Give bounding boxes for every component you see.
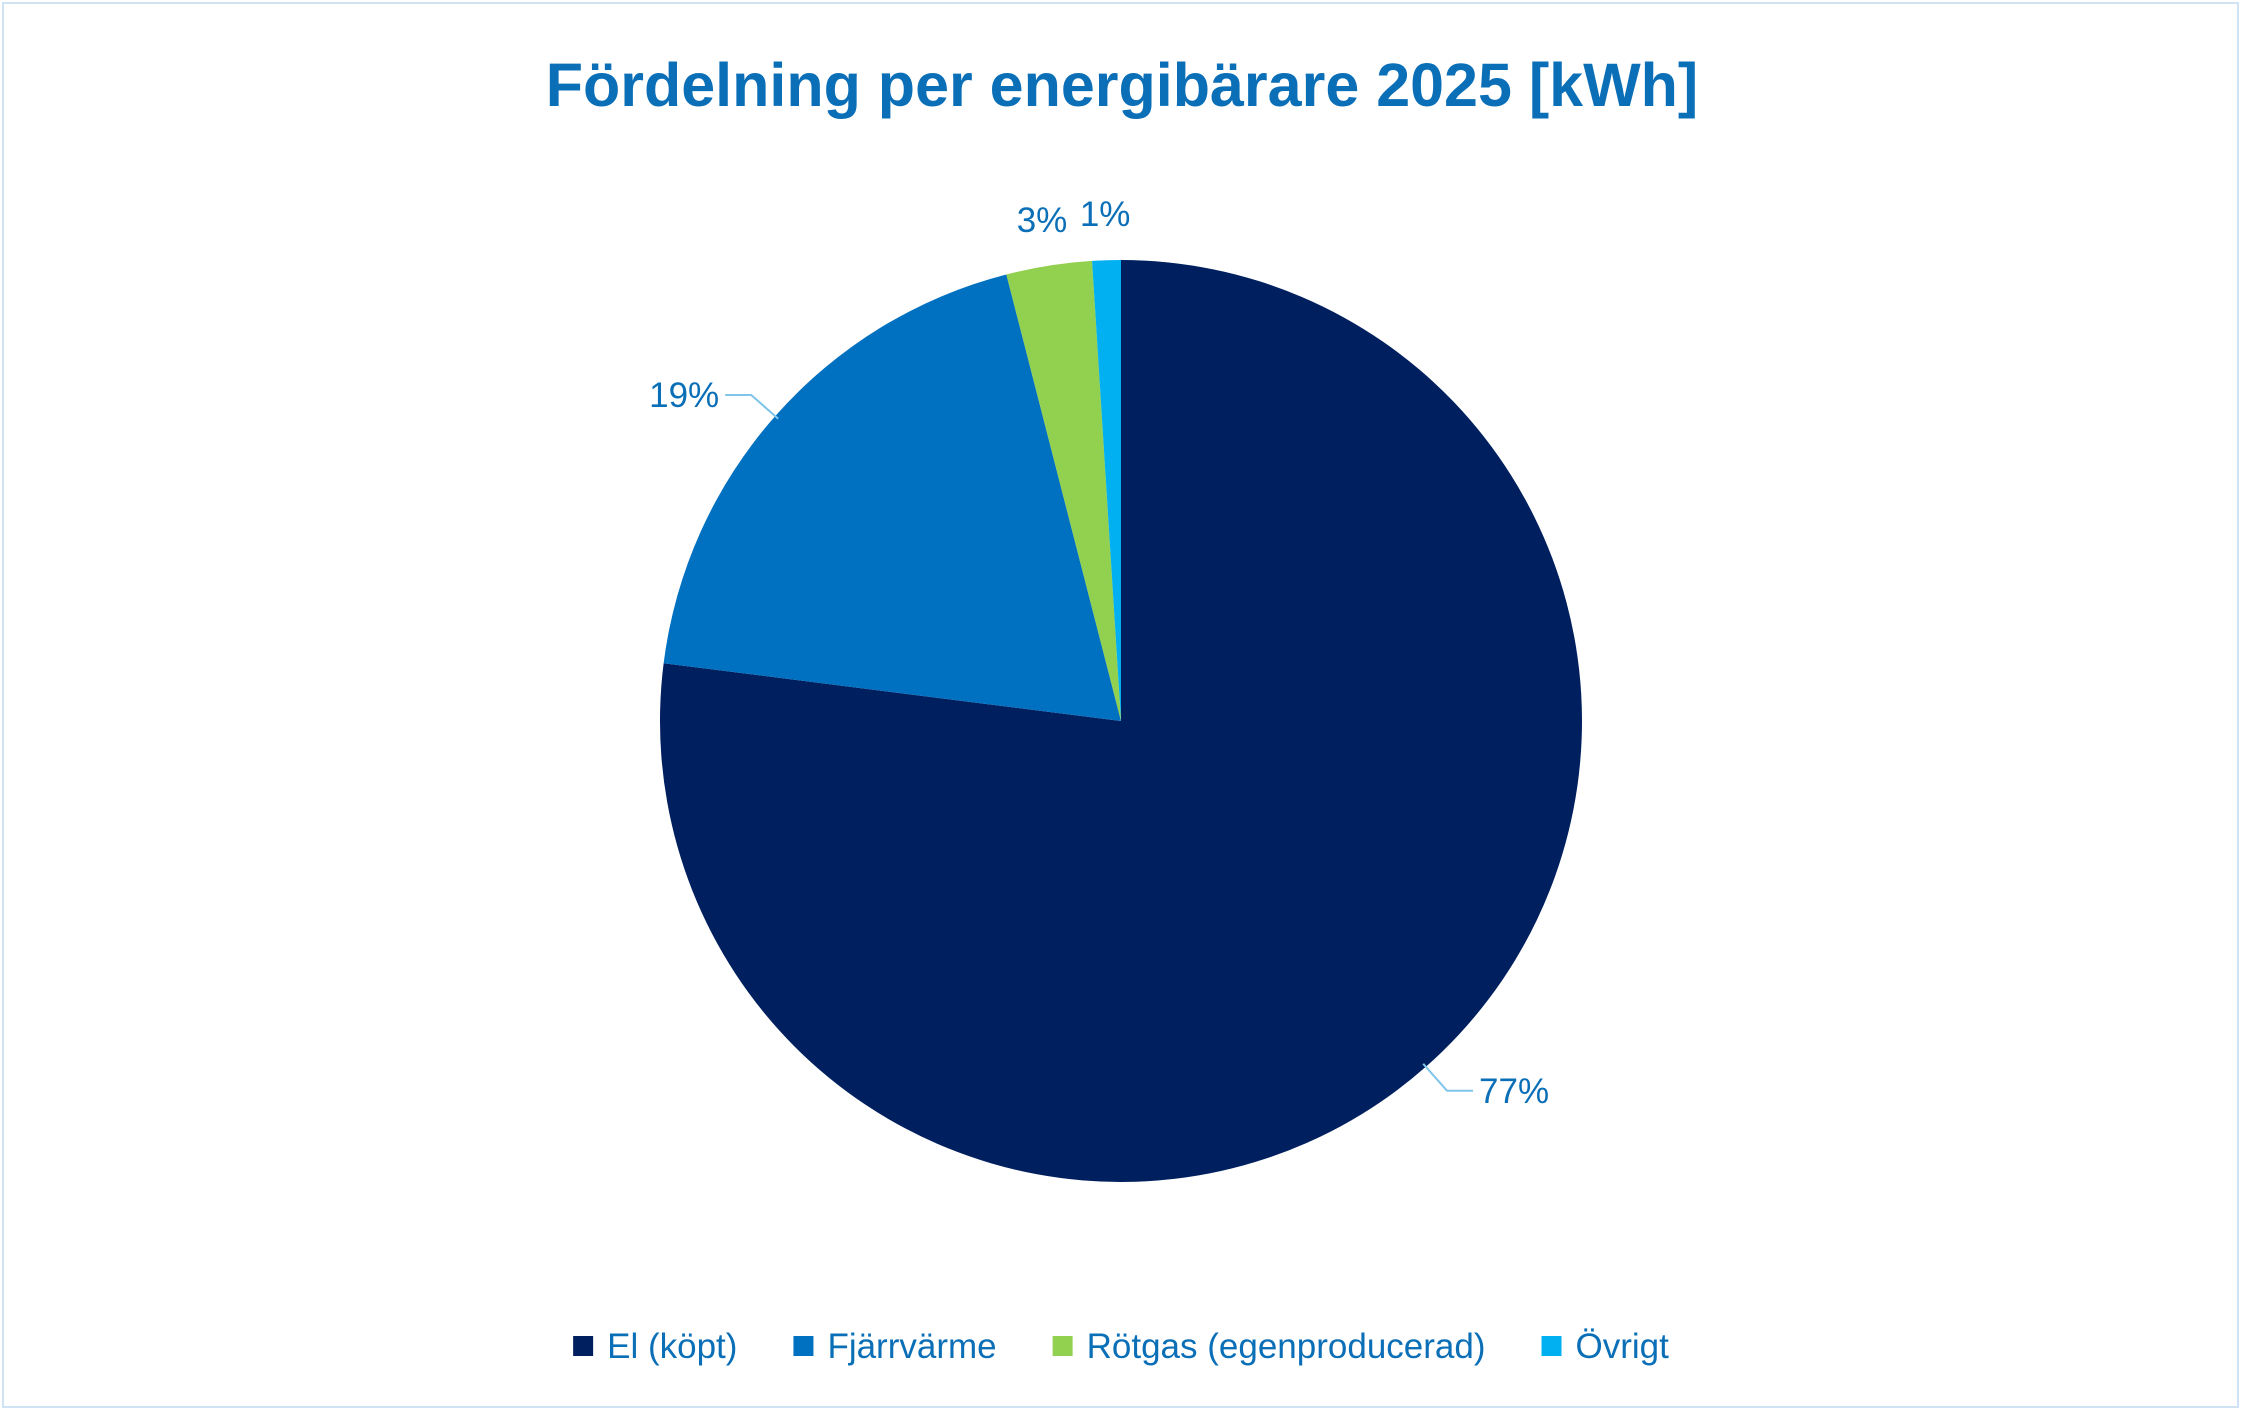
data-label-ovrigt: 1% <box>1080 195 1131 234</box>
legend-label-fjarrvarme: Fjärrvärme <box>827 1327 996 1366</box>
legend-item-el-kopt: El (köpt) <box>573 1327 737 1366</box>
legend-swatch-ovrigt <box>1541 1336 1562 1356</box>
chart-title: Fördelning per energibärare 2025 [kWh] <box>546 51 1699 119</box>
pie-slices <box>660 260 1583 1182</box>
legend-swatch-fjarrvarme <box>793 1336 814 1356</box>
legend-label-ovrigt: Övrigt <box>1576 1327 1670 1366</box>
leader-line-fjarrvarme <box>725 393 779 420</box>
legend-item-fjarrvarme: Fjärrvärme <box>793 1327 997 1366</box>
pie-slice-ovrigt <box>1092 260 1121 721</box>
pie-slice-el-kopt <box>660 260 1583 1182</box>
legend-item-ovrigt: Övrigt <box>1541 1327 1670 1366</box>
pie-slice-rotgas-egenproducerad <box>1006 260 1121 721</box>
pie-slice-fjarrvarme <box>663 274 1121 721</box>
data-label-fjarrvarme: 19% <box>649 376 719 415</box>
legend: El (köpt) Fjärrvärme Rötgas (egenproducera… <box>573 1327 1669 1366</box>
data-labels: 77% 19% 3% 1% <box>649 195 1549 1111</box>
legend-swatch-rotgas-egenproducerad <box>1052 1336 1073 1356</box>
legend-swatch-el-kopt <box>573 1336 594 1356</box>
leader-line-el-kopt <box>1422 1063 1474 1092</box>
legend-label-el-kopt: El (köpt) <box>607 1327 737 1366</box>
data-label-rotgas-egenproducerad: 3% <box>1017 201 1068 240</box>
legend-item-rotgas-egenproducerad: Rötgas (egenproducerad) <box>1052 1327 1486 1366</box>
legend-label-rotgas-egenproducerad: Rötgas (egenproducerad) <box>1087 1327 1486 1366</box>
data-label-el-kopt: 77% <box>1479 1072 1549 1111</box>
pie-chart: Fördelning per energibärare 2025 [kWh] 7… <box>546 51 1699 1366</box>
leader-lines <box>725 393 1474 1092</box>
